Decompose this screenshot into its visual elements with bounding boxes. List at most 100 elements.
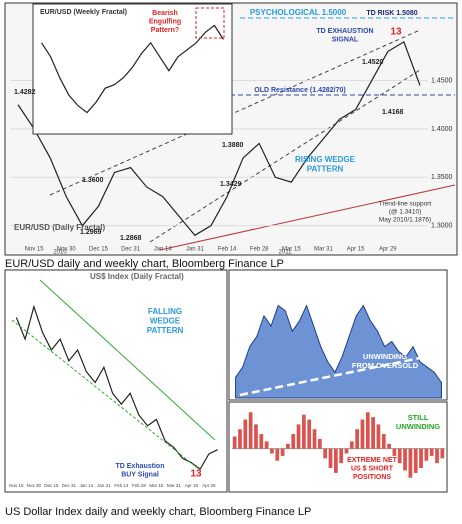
- y-tick-label: 1.3500: [431, 174, 453, 181]
- annotation: TD Exhaustion: [115, 463, 164, 470]
- bar: [429, 448, 434, 456]
- bar: [248, 412, 253, 449]
- x-tick-label: Mar 31: [167, 483, 182, 488]
- trend-line: [49, 29, 421, 196]
- annotation: Trend-line support: [379, 201, 432, 208]
- bottom-left-frame: [4, 269, 228, 493]
- bar: [349, 441, 354, 449]
- caption: EUR/USD daily and weekly chart, Bloomber…: [5, 258, 284, 270]
- annotation: PATTERN: [147, 326, 184, 335]
- annotation: 2010: [53, 250, 67, 256]
- annotation: TD EXHAUSTION: [316, 28, 373, 35]
- x-tick-label: Nov 15: [9, 483, 24, 488]
- bar: [275, 448, 280, 461]
- chart-title: US$ Index (Daily Fractal): [90, 272, 184, 281]
- annotation: Bearish: [152, 10, 178, 17]
- chart-title: EUR/USD (Weekly Fractal): [40, 9, 127, 16]
- bar: [296, 424, 301, 449]
- area: [235, 304, 442, 399]
- bar: [392, 448, 397, 456]
- bar: [403, 448, 407, 471]
- bar: [323, 448, 328, 459]
- bar: [280, 448, 285, 456]
- x-tick-label: Mar 15: [149, 483, 164, 488]
- bar: [440, 448, 445, 459]
- bar: [355, 429, 360, 449]
- bar: [291, 434, 296, 449]
- bar: [413, 448, 418, 473]
- y-tick-label: 1.4000: [431, 126, 453, 133]
- x-tick-label: Jan 31: [97, 483, 111, 488]
- trend-line: [149, 69, 421, 243]
- annotation: FROM OVERSOLD: [352, 361, 419, 370]
- x-tick-label: Dec 31: [62, 483, 77, 488]
- price-line: [17, 40, 421, 237]
- bar: [333, 448, 338, 473]
- x-tick-label: Jan 14: [154, 247, 173, 253]
- bar: [317, 438, 322, 449]
- x-tick-label: Feb 14: [114, 483, 129, 488]
- annotation: EXTREME NET: [347, 457, 398, 464]
- x-tick-label: Mar 31: [314, 247, 333, 253]
- bar: [419, 448, 423, 469]
- chart-title: EUR/USD (Daily Fractal): [14, 223, 105, 232]
- bar: [381, 434, 386, 449]
- wedge-line: [39, 279, 216, 441]
- trend-line: [239, 356, 421, 397]
- y-tick-label: 1.4500: [431, 77, 453, 84]
- bar: [328, 448, 333, 469]
- annotation: RISING WEDGE: [295, 155, 356, 164]
- annotation: UNWINDING: [363, 352, 407, 361]
- x-tick-label: Nov 15: [25, 247, 45, 253]
- x-tick-label: Nov 30: [27, 483, 42, 488]
- annotation: 1.2969: [80, 229, 102, 236]
- bar: [307, 419, 312, 449]
- bar: [264, 441, 269, 449]
- x-tick-label: Mar 15: [282, 247, 301, 253]
- x-tick-label: Dec 31: [121, 247, 141, 253]
- annotation: 13: [390, 27, 402, 38]
- annotation: 1.3880: [222, 142, 244, 149]
- annotation: WEDGE: [150, 317, 181, 326]
- bar: [397, 448, 402, 464]
- annotation: 1.3600: [82, 177, 104, 184]
- bar: [387, 443, 391, 449]
- bar: [339, 448, 344, 464]
- chart-title: US$ Index (Weekly Fractal): [292, 273, 394, 282]
- annotation: POSITIONS: [353, 474, 391, 481]
- bar: [408, 448, 413, 478]
- bar: [259, 434, 264, 449]
- x-tick-label: Apr 29: [379, 247, 397, 253]
- wedge-line: [11, 319, 201, 471]
- x-tick-label: Feb 14: [218, 247, 237, 253]
- bar: [286, 443, 290, 449]
- trend-line: [159, 184, 456, 251]
- annotation: FALLING: [148, 307, 182, 316]
- bar: [254, 424, 258, 449]
- x-tick-label: Apr 29: [202, 483, 216, 488]
- highlight-box: [195, 7, 225, 39]
- bar: [238, 429, 242, 449]
- bar: [365, 412, 370, 449]
- caption: US Dollar Index daily and weekly chart, …: [5, 506, 311, 518]
- y-tick-label: 1.3000: [431, 222, 453, 229]
- x-tick-label: Feb 28: [132, 483, 147, 488]
- bar: [344, 448, 349, 454]
- x-tick-label: Nov 30: [57, 247, 77, 253]
- inset-frame: [32, 3, 233, 135]
- annotation: SIGNAL: [332, 36, 359, 43]
- price-line: [15, 304, 218, 471]
- bar: [371, 417, 375, 449]
- x-tick-label: Jan 14: [80, 483, 94, 488]
- annotation: STILL: [408, 413, 429, 422]
- x-tick-label: Dec 15: [44, 483, 59, 488]
- annotation: May 2010/1.1876): [379, 217, 431, 224]
- annotation: (@ 1.3410): [389, 209, 422, 216]
- annotation: 1.4282: [14, 89, 36, 96]
- bar: [270, 448, 274, 454]
- annotation: 1.2868: [120, 235, 142, 242]
- annotation: 1.4168: [382, 109, 404, 116]
- annotation: Pattern?: [151, 27, 179, 34]
- annotation: 1.3429: [220, 181, 242, 188]
